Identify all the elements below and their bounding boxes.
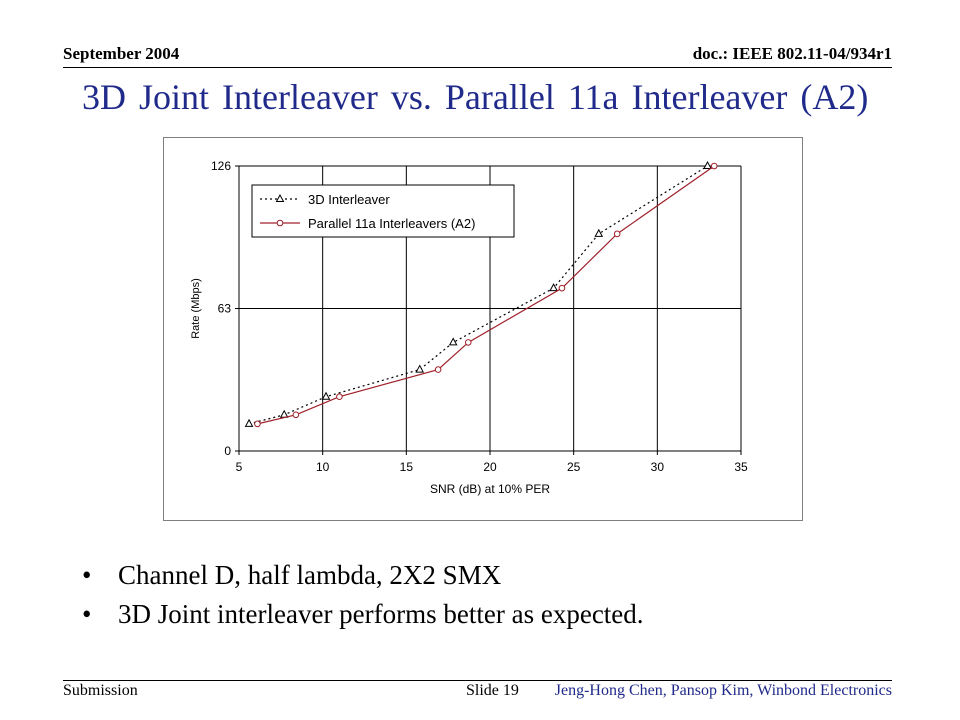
bullet-text: 3D Joint interleaver performs better as … <box>118 599 644 629</box>
data-point-triangle <box>703 160 712 169</box>
x-tick-label: 30 <box>651 460 665 474</box>
data-point-circle <box>558 284 566 292</box>
footer-slide-number: Slide 19 <box>466 682 519 699</box>
bullet-text: Channel D, half lambda, 2X2 SMX <box>118 560 502 590</box>
data-point-triangle <box>594 228 604 237</box>
data-point-triangle <box>549 283 558 292</box>
chart-frame: 5 10 15 20 25 30 35 0 63 126 SNR (dB) at 10% PER Ra… <box>163 137 803 521</box>
x-tick-label: 25 <box>567 460 581 474</box>
legend-entry-label: Parallel 11a Interleavers (A2) <box>308 216 475 231</box>
data-point-circle <box>336 393 343 401</box>
series-line <box>248 165 708 425</box>
slide-title: 3D Joint Interleaver vs. Parallel 11a In… <box>82 77 869 117</box>
rate-vs-snr-chart: 5 10 15 20 25 30 35 0 63 126 SNR (dB) at 10% PER Ra… <box>190 159 748 496</box>
data-point-circle <box>464 339 472 346</box>
y-tick-label: 126 <box>211 159 231 173</box>
bullet-item: • 3D Joint interleaver performs better a… <box>82 599 644 630</box>
x-tick-label: 20 <box>483 460 497 474</box>
x-tick-label: 35 <box>734 460 748 474</box>
legend-entry-label: 3D Interleaver <box>308 192 390 207</box>
footer-submission: Submission <box>63 682 138 699</box>
bullet-list: • Channel D, half lambda, 2X2 SMX • 3D J… <box>82 560 644 638</box>
data-point-circle <box>254 420 261 428</box>
bullet-dot: • <box>82 560 92 590</box>
header-rule <box>63 67 892 68</box>
series-line <box>257 165 715 425</box>
footer-authors: Jeng-Hong Chen, Pansop Kim, Winbond Elec… <box>554 682 892 699</box>
y-axis-label: Rate (Mbps) <box>190 278 202 339</box>
data-point-triangle <box>244 418 254 427</box>
data-point-circle <box>276 219 284 227</box>
y-tick-label: 63 <box>218 302 232 316</box>
x-tick-label: 15 <box>400 460 414 474</box>
data-point-triangle <box>415 364 425 373</box>
legend-box <box>251 184 515 238</box>
data-point-triangle <box>448 337 458 346</box>
bullet-dot: • <box>82 599 92 629</box>
header-doc-id: doc.: IEEE 802.11-04/934r1 <box>692 44 892 63</box>
y-tick-label: 0 <box>224 444 231 458</box>
x-tick-label: 5 <box>236 460 243 474</box>
data-point-triangle <box>321 391 331 400</box>
x-tick-label: 10 <box>316 460 330 474</box>
data-point-circle <box>613 230 621 238</box>
header-date: September 2004 <box>63 44 180 63</box>
bullet-item: • Channel D, half lambda, 2X2 SMX <box>82 560 644 591</box>
data-point-triangle <box>275 193 285 202</box>
data-point-triangle <box>279 409 289 418</box>
footer-rule <box>63 680 892 681</box>
data-point-circle <box>710 162 718 170</box>
data-point-circle <box>434 366 442 373</box>
x-axis-label: SNR (dB) at 10% PER <box>430 482 550 496</box>
data-point-circle <box>292 411 300 419</box>
